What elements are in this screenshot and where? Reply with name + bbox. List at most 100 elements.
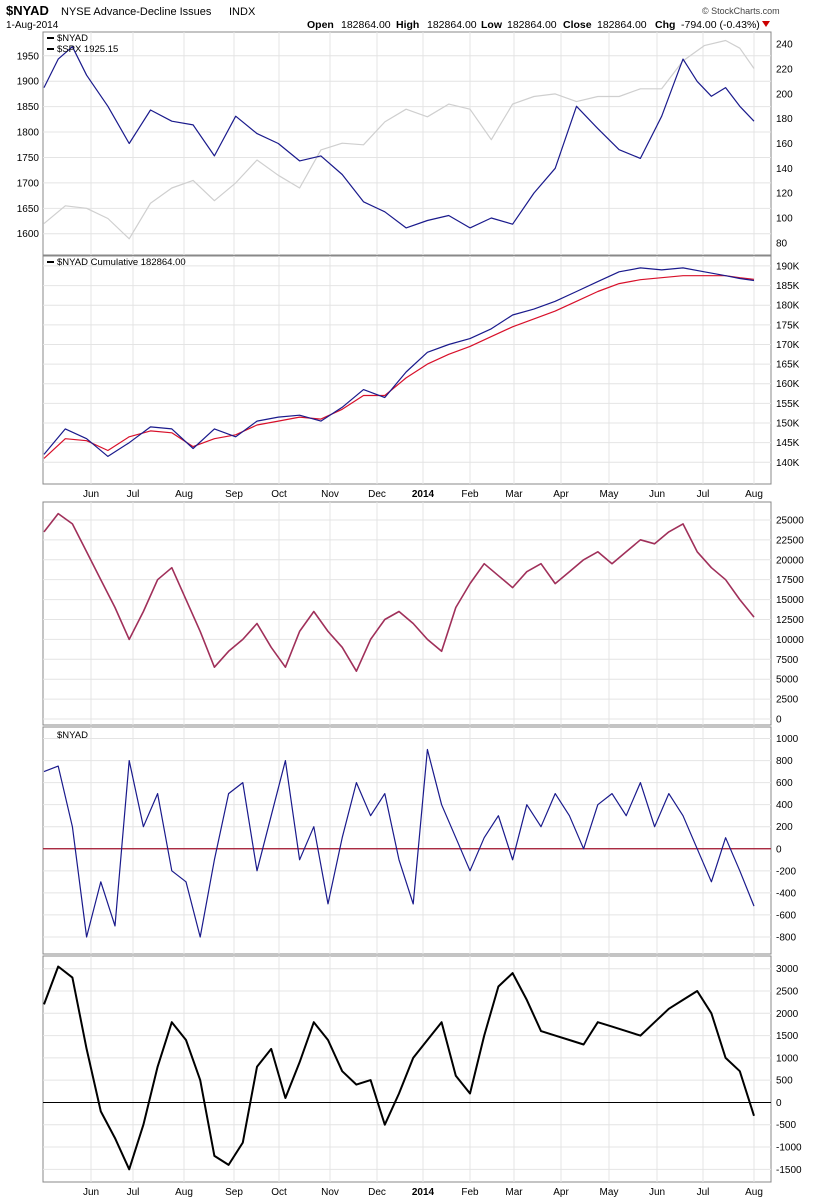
smoothed-series-line (43, 965, 755, 1171)
low-label: Low (481, 19, 503, 31)
right-y-tick-label: 160 (776, 139, 793, 150)
right-y-tick-label: 1000 (776, 1053, 799, 1064)
right-y-tick-label: 180K (776, 301, 800, 312)
right-y-tick-label: 25000 (776, 515, 804, 526)
x-tick-label: Jul (697, 489, 710, 500)
right-y-tick-label: 100 (776, 213, 793, 224)
x-tick-label: 2014 (412, 1187, 435, 1198)
chg-label: Chg (655, 19, 675, 31)
x-tick-label: Apr (553, 1187, 569, 1198)
right-y-tick-label: -1000 (776, 1143, 802, 1154)
right-y-tick-label: 165K (776, 360, 800, 371)
right-y-tick-label: 0 (776, 844, 782, 855)
open-value: 182864.00 (341, 19, 391, 31)
x-tick-label: Feb (461, 1187, 479, 1198)
x-tick-label: May (600, 1187, 619, 1198)
left-y-tick-label: 1750 (17, 153, 40, 164)
close-value: 182864.00 (597, 19, 647, 31)
right-y-tick-label: 0 (776, 1098, 782, 1109)
x-tick-label: Aug (175, 1187, 193, 1198)
index-name: NYSE Advance-Decline Issues (61, 6, 212, 18)
x-tick-label: Jul (127, 489, 140, 500)
legend-entry: $NYAD Cumulative 182864.00 (57, 257, 186, 268)
left-y-tick-label: 1700 (17, 178, 40, 189)
right-y-tick-label: 180 (776, 114, 793, 125)
right-y-tick-label: 400 (776, 800, 793, 811)
right-y-tick-label: -800 (776, 932, 796, 943)
x-tick-label: Jul (127, 1187, 140, 1198)
nyad-price-series-line (43, 46, 755, 229)
right-y-tick-label: 145K (776, 438, 800, 449)
right-y-tick-label: 140 (776, 164, 793, 175)
x-tick-label: Jun (649, 1187, 665, 1198)
x-tick-label: Nov (321, 1187, 339, 1198)
right-y-tick-label: 2000 (776, 1009, 799, 1020)
x-tick-label: Sep (225, 1187, 243, 1198)
right-y-tick-label: 150K (776, 419, 800, 430)
right-y-tick-label: 600 (776, 778, 793, 789)
left-y-tick-label: 1950 (17, 51, 40, 62)
right-y-tick-label: 22500 (776, 535, 804, 546)
chart-header: $NYAD NYSE Advance-Decline Issues INDX ©… (6, 3, 780, 31)
smoothed-panel-frame (42, 955, 772, 1183)
right-y-tick-label: 0 (776, 715, 782, 726)
chg-value: -794.00 (-0.43%) (681, 19, 760, 31)
right-y-tick-label: 175K (776, 320, 800, 331)
legend-entry: $SPX 1925.15 (57, 44, 118, 55)
right-y-tick-label: 1500 (776, 1031, 799, 1042)
right-y-tick-label: 15000 (776, 595, 804, 606)
exchange-label: INDX (229, 6, 256, 18)
right-y-tick-label: 5000 (776, 675, 799, 686)
right-y-tick-label: -400 (776, 888, 796, 899)
x-tick-label: Mar (505, 1187, 523, 1198)
right-y-tick-label: 240 (776, 40, 793, 51)
right-y-tick-label: 200 (776, 822, 793, 833)
x-tick-label: Apr (553, 489, 569, 500)
date-label: 1-Aug-2014 (6, 20, 59, 31)
right-y-tick-label: 200 (776, 89, 793, 100)
right-y-tick-label: 190K (776, 261, 800, 272)
summation-series-line (43, 512, 755, 673)
left-y-tick-label: 1850 (17, 102, 40, 113)
right-y-tick-label: 2500 (776, 695, 799, 706)
right-y-tick-label: 7500 (776, 655, 799, 666)
legend-entry: $NYAD (57, 730, 88, 741)
x-tick-label: Aug (745, 489, 763, 500)
right-y-tick-label: 500 (776, 1076, 793, 1087)
left-y-tick-label: 1900 (17, 77, 40, 88)
right-y-tick-label: 20000 (776, 555, 804, 566)
right-y-tick-label: 3000 (776, 964, 799, 975)
x-tick-label: Mar (505, 489, 523, 500)
right-y-tick-label: 185K (776, 281, 800, 292)
right-y-tick-label: 220 (776, 65, 793, 76)
left-y-tick-label: 1800 (17, 128, 40, 139)
x-tick-label: Dec (368, 489, 386, 500)
down-arrow-icon (762, 21, 770, 27)
high-value: 182864.00 (427, 19, 477, 31)
legend-entry: $NYAD (57, 33, 88, 44)
right-y-tick-label: 10000 (776, 635, 804, 646)
right-y-tick-label: 80 (776, 238, 788, 249)
x-tick-label: 2014 (412, 489, 435, 500)
x-tick-label: Oct (271, 489, 287, 500)
right-y-tick-label: 17500 (776, 575, 804, 586)
x-tick-label: Jul (697, 1187, 710, 1198)
plot-layer: 1950190018501800175017001650160024022020… (17, 32, 804, 1198)
cumulative-panel-frame (42, 255, 772, 485)
right-y-tick-label: 170K (776, 340, 800, 351)
symbol-label: $NYAD (6, 3, 49, 18)
right-y-tick-label: 800 (776, 756, 793, 767)
x-tick-label: Dec (368, 1187, 386, 1198)
right-y-tick-label: -1500 (776, 1165, 802, 1176)
right-y-tick-label: -500 (776, 1120, 796, 1131)
spx-series-line (43, 39, 755, 240)
x-tick-label: Jun (83, 1187, 99, 1198)
daily-ad-panel-frame (42, 726, 772, 955)
right-y-tick-label: -600 (776, 910, 796, 921)
right-y-tick-label: 140K (776, 458, 800, 469)
x-tick-label: May (600, 489, 619, 500)
x-tick-label: Oct (271, 1187, 287, 1198)
daily-ad-series-line (43, 748, 755, 938)
low-value: 182864.00 (507, 19, 557, 31)
